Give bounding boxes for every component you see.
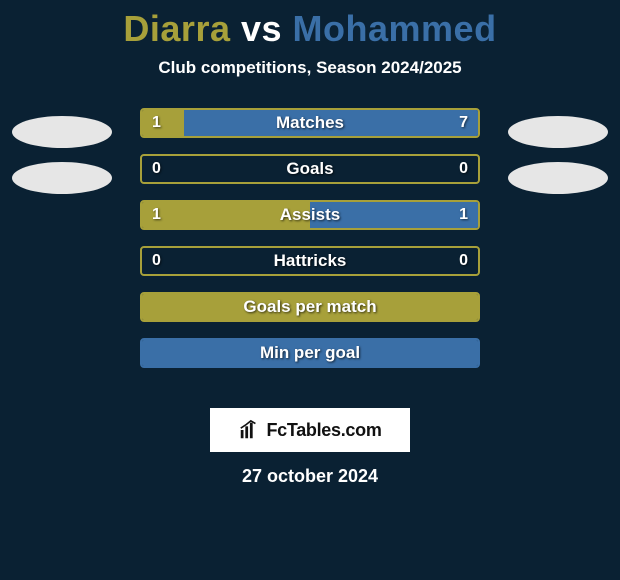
player2-fill [184, 110, 478, 136]
player1-avatar-placeholder-1 [12, 116, 112, 148]
player2-value: 0 [459, 252, 468, 270]
player1-value: 0 [152, 160, 161, 178]
stat-row-assists: 11Assists [140, 200, 480, 230]
stat-row-goals-per-match: Goals per match [140, 292, 480, 322]
player1-fill [142, 110, 184, 136]
player1-fill [142, 294, 478, 320]
player1-avatar-placeholder-2 [12, 162, 112, 194]
player1-name: Diarra [123, 8, 230, 49]
stat-row-min-per-goal: Min per goal [140, 338, 480, 368]
player1-value: 0 [152, 252, 161, 270]
stat-bars-container: 17Matches00Goals11Assists00HattricksGoal… [140, 108, 480, 384]
player2-value: 0 [459, 160, 468, 178]
subtitle: Club competitions, Season 2024/2025 [0, 58, 620, 78]
player2-value: 7 [459, 114, 468, 132]
stat-row-hattricks: 0 0Hattricks [140, 246, 480, 276]
player1-value: 1 [152, 206, 161, 224]
player2-fill [142, 340, 478, 366]
branding-banner: FcTables.com [210, 408, 410, 452]
comparison-title: Diarra vs Mohammed [0, 0, 620, 50]
player1-value: 1 [152, 114, 161, 132]
player2-name: Mohammed [293, 8, 497, 49]
player2-avatar-placeholder-1 [508, 116, 608, 148]
chart-icon [238, 419, 260, 441]
stat-row-matches: 17Matches [140, 108, 480, 138]
vs-text: vs [241, 8, 282, 49]
snapshot-date: 27 october 2024 [0, 466, 620, 487]
player2-avatar-placeholder-2 [508, 162, 608, 194]
comparison-stage: 17Matches00Goals11Assists00HattricksGoal… [0, 108, 620, 408]
stat-label: Goals [142, 159, 478, 179]
player2-fill [310, 202, 478, 228]
player2-value: 1 [459, 206, 468, 224]
stat-label: Hattricks [142, 251, 478, 271]
stat-row-goals: 0 0Goals [140, 154, 480, 184]
player1-fill [142, 202, 310, 228]
branding-text: FcTables.com [266, 420, 381, 441]
